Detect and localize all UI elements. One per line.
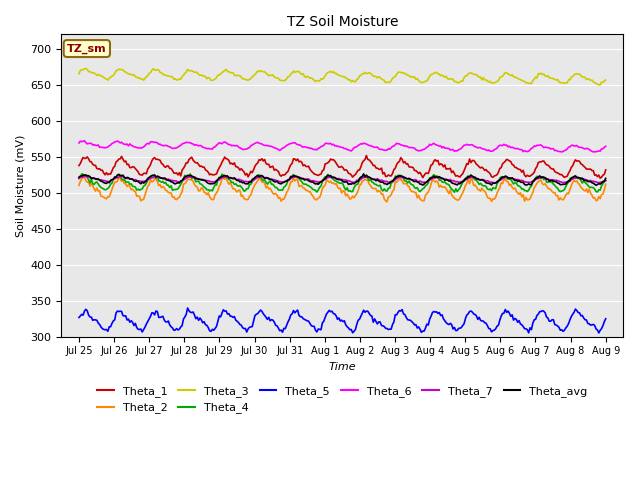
Theta_6 [531, 143, 538, 149]
Theta_1 [75, 163, 83, 168]
Theta_avg [93, 176, 100, 182]
Theta_5 [600, 319, 608, 324]
Line: Theta_7: Theta_7 [79, 176, 605, 183]
Theta_1 [109, 165, 117, 170]
Theta_avg [531, 177, 538, 183]
Theta_2 [94, 188, 102, 194]
Theta_3 [348, 79, 355, 84]
Theta_1 [93, 166, 100, 171]
Theta_6 [602, 144, 609, 149]
Theta_5 [109, 318, 117, 324]
Theta_3 [82, 66, 90, 72]
Theta_1 [346, 171, 354, 177]
Theta_4 [600, 179, 608, 184]
Theta_4 [94, 181, 102, 187]
Theta_4 [75, 176, 83, 181]
Theta_7 [82, 173, 90, 179]
Theta_2 [383, 199, 391, 204]
Theta_1 [531, 169, 538, 175]
Line: Theta_4: Theta_4 [79, 174, 605, 192]
Theta_7 [602, 178, 609, 183]
Y-axis label: Soil Moisture (mV): Soil Moisture (mV) [15, 134, 25, 237]
Theta_avg [600, 179, 608, 184]
Text: TZ_sm: TZ_sm [67, 43, 107, 54]
Theta_6 [94, 142, 102, 148]
Theta_6 [75, 140, 83, 146]
Theta_5 [531, 317, 538, 323]
Theta_2 [79, 173, 87, 179]
Theta_4 [78, 171, 86, 177]
Theta_4 [532, 176, 540, 181]
Theta_avg [75, 174, 83, 180]
Theta_7 [492, 180, 499, 186]
Theta_6 [81, 138, 88, 144]
Theta_avg [602, 176, 609, 181]
Theta_4 [451, 190, 458, 195]
Theta_1 [600, 171, 608, 177]
Theta_6 [452, 148, 460, 154]
Theta_5 [348, 326, 355, 332]
Theta_3 [531, 76, 538, 82]
Theta_3 [600, 78, 608, 84]
Theta_3 [94, 72, 102, 78]
Theta_3 [75, 71, 83, 76]
Theta_2 [348, 195, 355, 201]
Theta_7 [452, 179, 460, 185]
Theta_5 [75, 314, 83, 320]
Theta_avg [109, 176, 117, 182]
Theta_3 [595, 82, 603, 88]
Theta_5 [602, 316, 609, 322]
Theta_5 [184, 305, 191, 311]
Theta_7 [111, 176, 118, 182]
Theta_6 [111, 139, 118, 145]
Theta_4 [111, 175, 118, 181]
Theta_4 [602, 178, 609, 183]
Legend: Theta_1, Theta_2, Theta_3, Theta_4, Theta_5, Theta_6, Theta_7, Theta_avg: Theta_1, Theta_2, Theta_3, Theta_4, Thet… [93, 382, 592, 418]
Theta_7 [600, 178, 608, 184]
Theta_5 [452, 328, 460, 334]
Theta_1 [602, 167, 609, 173]
Theta_3 [452, 79, 460, 84]
Line: Theta_5: Theta_5 [79, 308, 605, 333]
Theta_3 [602, 77, 609, 83]
Theta_6 [589, 149, 597, 155]
Line: Theta_1: Theta_1 [79, 156, 605, 178]
Theta_avg [452, 181, 460, 187]
Theta_2 [75, 182, 83, 188]
Theta_6 [600, 144, 608, 150]
Theta_2 [453, 197, 461, 203]
Theta_avg [360, 171, 367, 177]
Theta_2 [602, 181, 609, 187]
Theta_7 [348, 179, 355, 185]
Theta_7 [94, 177, 102, 182]
Theta_1 [362, 153, 370, 158]
Theta_7 [75, 176, 83, 181]
Theta_2 [111, 180, 118, 185]
Line: Theta_2: Theta_2 [79, 176, 605, 202]
Theta_5 [595, 330, 603, 336]
Line: Theta_6: Theta_6 [79, 141, 605, 152]
Theta_1 [452, 173, 460, 179]
Theta_2 [532, 183, 540, 189]
Theta_3 [111, 71, 118, 76]
Theta_1 [596, 175, 604, 181]
X-axis label: Time: Time [328, 362, 356, 372]
Theta_4 [348, 189, 355, 194]
Theta_4 [453, 189, 461, 194]
Theta_5 [93, 317, 100, 323]
Line: Theta_3: Theta_3 [79, 69, 605, 85]
Theta_avg [346, 181, 354, 187]
Line: Theta_avg: Theta_avg [79, 174, 605, 185]
Theta_7 [532, 177, 540, 183]
Theta_avg [592, 182, 600, 188]
Theta_2 [600, 187, 608, 193]
Title: TZ Soil Moisture: TZ Soil Moisture [287, 15, 398, 29]
Theta_6 [348, 148, 355, 154]
